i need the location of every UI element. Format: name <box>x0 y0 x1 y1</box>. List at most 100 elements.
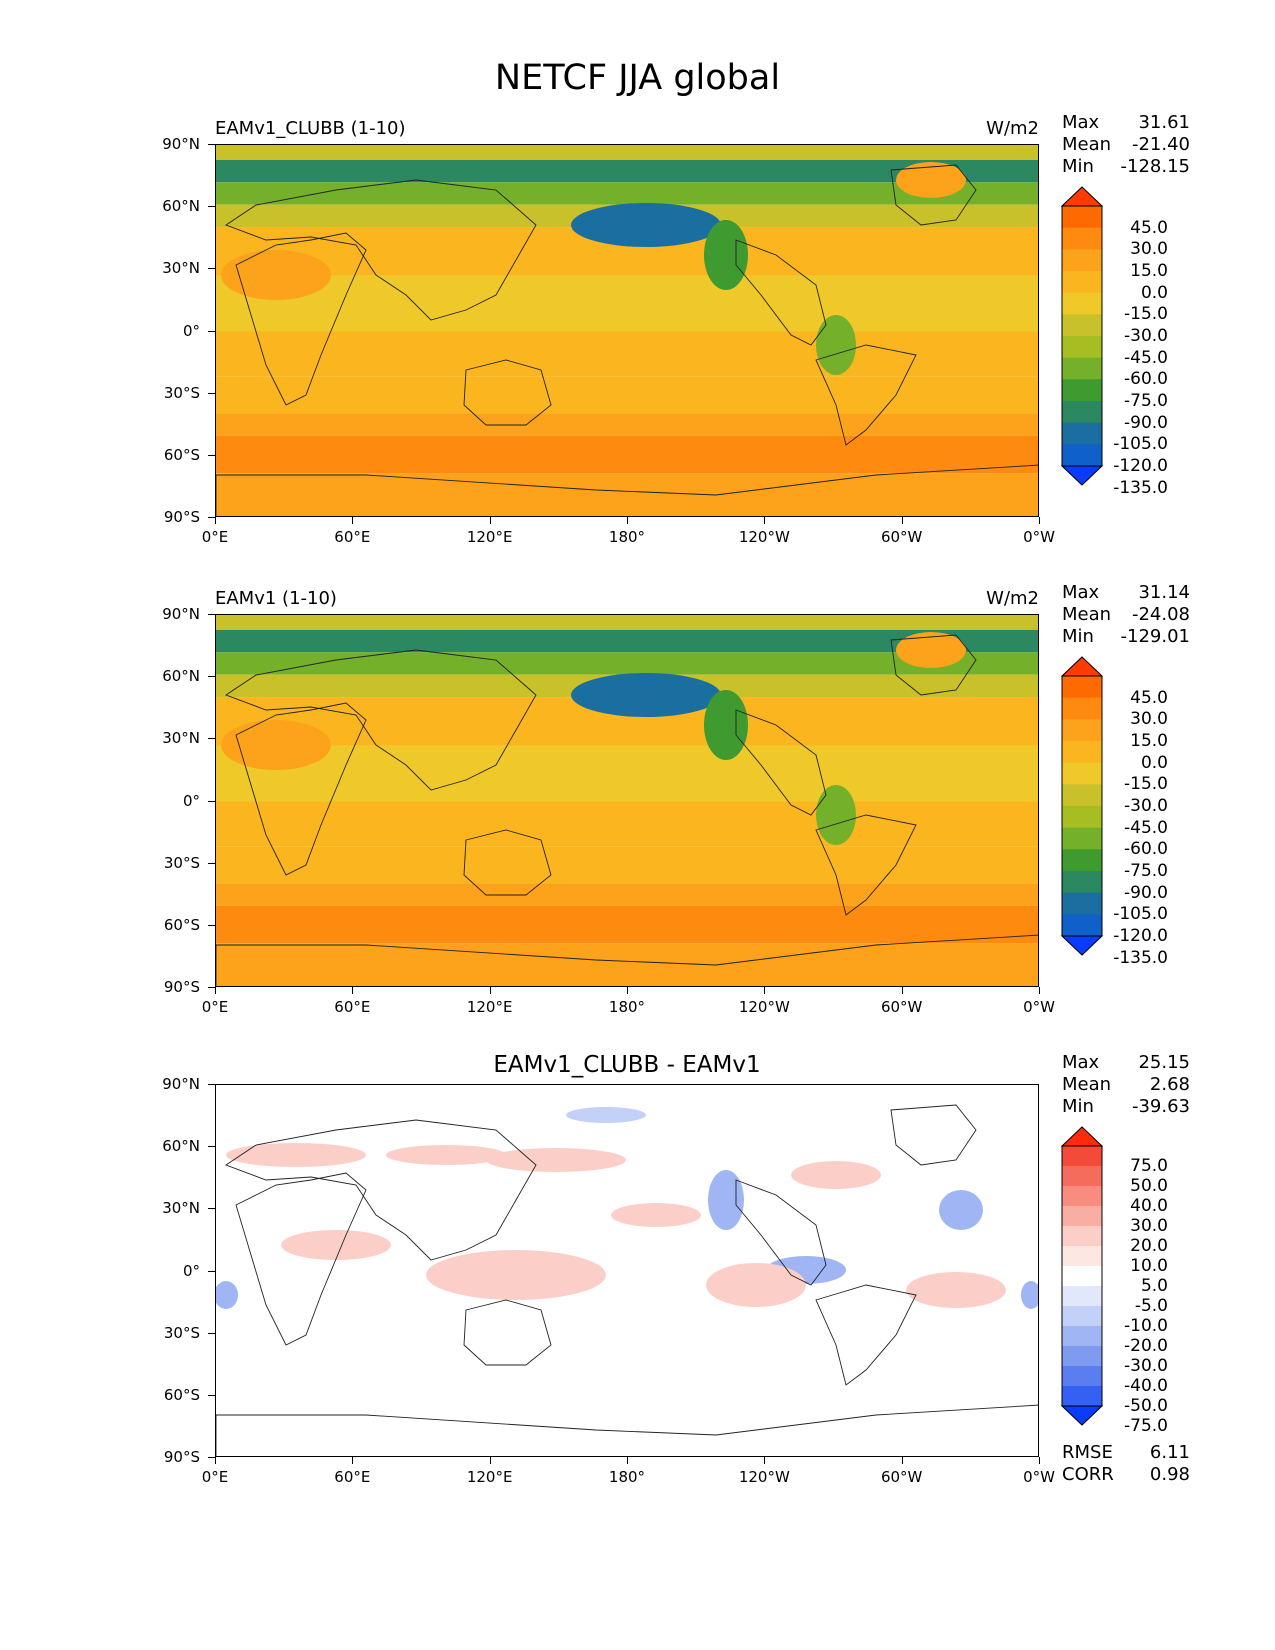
colorbar-segment <box>1062 1366 1102 1387</box>
y-tick-label: 60°S <box>163 915 200 934</box>
y-tick-label: 30°S <box>163 853 200 872</box>
colorbar-label: -135.0 <box>1113 947 1168 968</box>
map-plot <box>215 614 1039 987</box>
panel-eamv1: EAMv1 (1-10) W/m2 Max 31.14 Mean -24.08 Mi… <box>0 582 1275 1048</box>
x-tick <box>901 987 903 994</box>
colorbar-label: -60.0 <box>1124 369 1168 390</box>
y-tick <box>208 517 215 518</box>
colorbar-segment <box>1062 206 1102 229</box>
colorbar-label: -30.0 <box>1124 1356 1168 1376</box>
colorbar-label: 15.0 <box>1130 261 1168 281</box>
colorbar-segment <box>1062 1326 1102 1347</box>
panel-clubb: EAMv1_CLUBB (1-10) W/m2 Max 31.61 Mean -21… <box>0 112 1275 578</box>
x-tick-label: 120°E <box>466 528 513 546</box>
x-tick-label: 0°W <box>1023 528 1055 546</box>
mean-label: Mean <box>1062 604 1112 625</box>
field-band <box>216 883 1038 906</box>
map-plot <box>215 144 1039 517</box>
colorbar-label: 40.0 <box>1130 1196 1168 1216</box>
field-blob <box>611 1203 701 1227</box>
colorbar-label: 0.0 <box>1140 752 1168 773</box>
y-tick-label: 90°S <box>163 508 200 526</box>
x-tick <box>489 1457 491 1464</box>
colorbar-label: -135.0 <box>1113 477 1168 498</box>
coastline <box>225 649 537 791</box>
colorbar-segment <box>1062 1286 1102 1307</box>
y-tick <box>208 268 215 270</box>
x-tick <box>215 517 216 524</box>
colorbar-label: -30.0 <box>1124 796 1168 816</box>
y-tick-label: 30°N <box>162 1199 200 1218</box>
coastline <box>735 709 827 816</box>
panel-title: EAMv1_CLUBB - EAMv1 <box>493 1052 761 1078</box>
y-tick-label: 30°S <box>163 1323 200 1342</box>
coastline <box>815 344 917 446</box>
colorbar-extend-top <box>1060 1126 1104 1147</box>
colorbar-segment <box>1062 1166 1102 1187</box>
colorbar-label: -20.0 <box>1124 1336 1168 1356</box>
x-tick <box>901 1457 903 1464</box>
colorbar-label: 30.0 <box>1130 239 1168 260</box>
x-tick <box>764 1457 766 1464</box>
map-svg <box>216 615 1038 986</box>
coastline <box>216 464 1038 516</box>
field-blob <box>791 1161 881 1189</box>
x-tick-label: 60°W <box>880 528 923 546</box>
colorbar-label: -90.0 <box>1124 412 1168 433</box>
field-blob <box>896 162 966 198</box>
colorbar-label: 20.0 <box>1130 1236 1168 1256</box>
x-tick <box>627 517 628 524</box>
coastline <box>225 179 537 321</box>
colorbar-segment <box>1062 676 1102 699</box>
field-blob <box>571 203 721 247</box>
x-tick-label: 120°E <box>466 998 513 1016</box>
field-band <box>216 801 1038 847</box>
coastline <box>463 359 552 426</box>
field-blob <box>571 673 721 717</box>
rmse-value: 6.11 <box>1149 1442 1190 1463</box>
y-tick-label: 30°N <box>162 729 200 748</box>
field-band <box>216 275 1038 332</box>
colorbar-segment <box>1062 1346 1102 1367</box>
field-blob <box>281 1230 391 1260</box>
colorbar-segment <box>1062 741 1102 764</box>
mean-value: 2.68 <box>1149 1074 1190 1095</box>
x-tick <box>764 987 766 994</box>
x-tick <box>489 517 491 524</box>
colorbar-segment <box>1062 1266 1102 1287</box>
colorbar-segment <box>1062 1386 1102 1407</box>
colorbar-label: -15.0 <box>1124 304 1168 325</box>
error-stats: RMSE 6.11 CORR 0.98 <box>1062 1442 1190 1486</box>
y-tick <box>208 392 215 394</box>
colorbar-label: -30.0 <box>1124 326 1168 346</box>
colorbar-segment <box>1062 401 1102 424</box>
colorbar-label: 45.0 <box>1130 687 1168 708</box>
x-tick-label: 0°E <box>201 1468 229 1486</box>
coastline <box>225 1119 537 1261</box>
y-tick <box>208 206 215 208</box>
y-tick-label: 60°S <box>163 1385 200 1404</box>
x-tick <box>1039 1457 1040 1464</box>
colorbar-label: 30.0 <box>1130 1216 1168 1236</box>
max-value: 25.15 <box>1138 1052 1190 1073</box>
colorbar-extend-bottom <box>1060 935 1104 956</box>
y-tick-label: 60°N <box>162 667 200 686</box>
x-tick-label: 0°W <box>1023 1468 1055 1486</box>
colorbar-segment <box>1062 1306 1102 1327</box>
colorbar-segment <box>1062 827 1102 850</box>
y-tick-label: 0° <box>182 321 200 340</box>
field-band <box>216 413 1038 436</box>
colorbar-segment <box>1062 784 1102 807</box>
colorbar-label: -15.0 <box>1124 774 1168 795</box>
y-tick-label: 60°S <box>163 445 200 464</box>
colorbar-label: 0.0 <box>1140 282 1168 303</box>
colorbar-extend-bottom <box>1060 1405 1104 1426</box>
field-blob <box>216 1281 238 1309</box>
colorbar-segment <box>1062 697 1102 720</box>
max-label: Max <box>1062 112 1100 133</box>
y-tick-label: 90°N <box>162 1075 200 1093</box>
coastline <box>235 1172 367 1346</box>
field-band <box>216 943 1038 986</box>
colorbar-label: -120.0 <box>1113 926 1168 946</box>
y-tick-label: 90°S <box>163 978 200 996</box>
